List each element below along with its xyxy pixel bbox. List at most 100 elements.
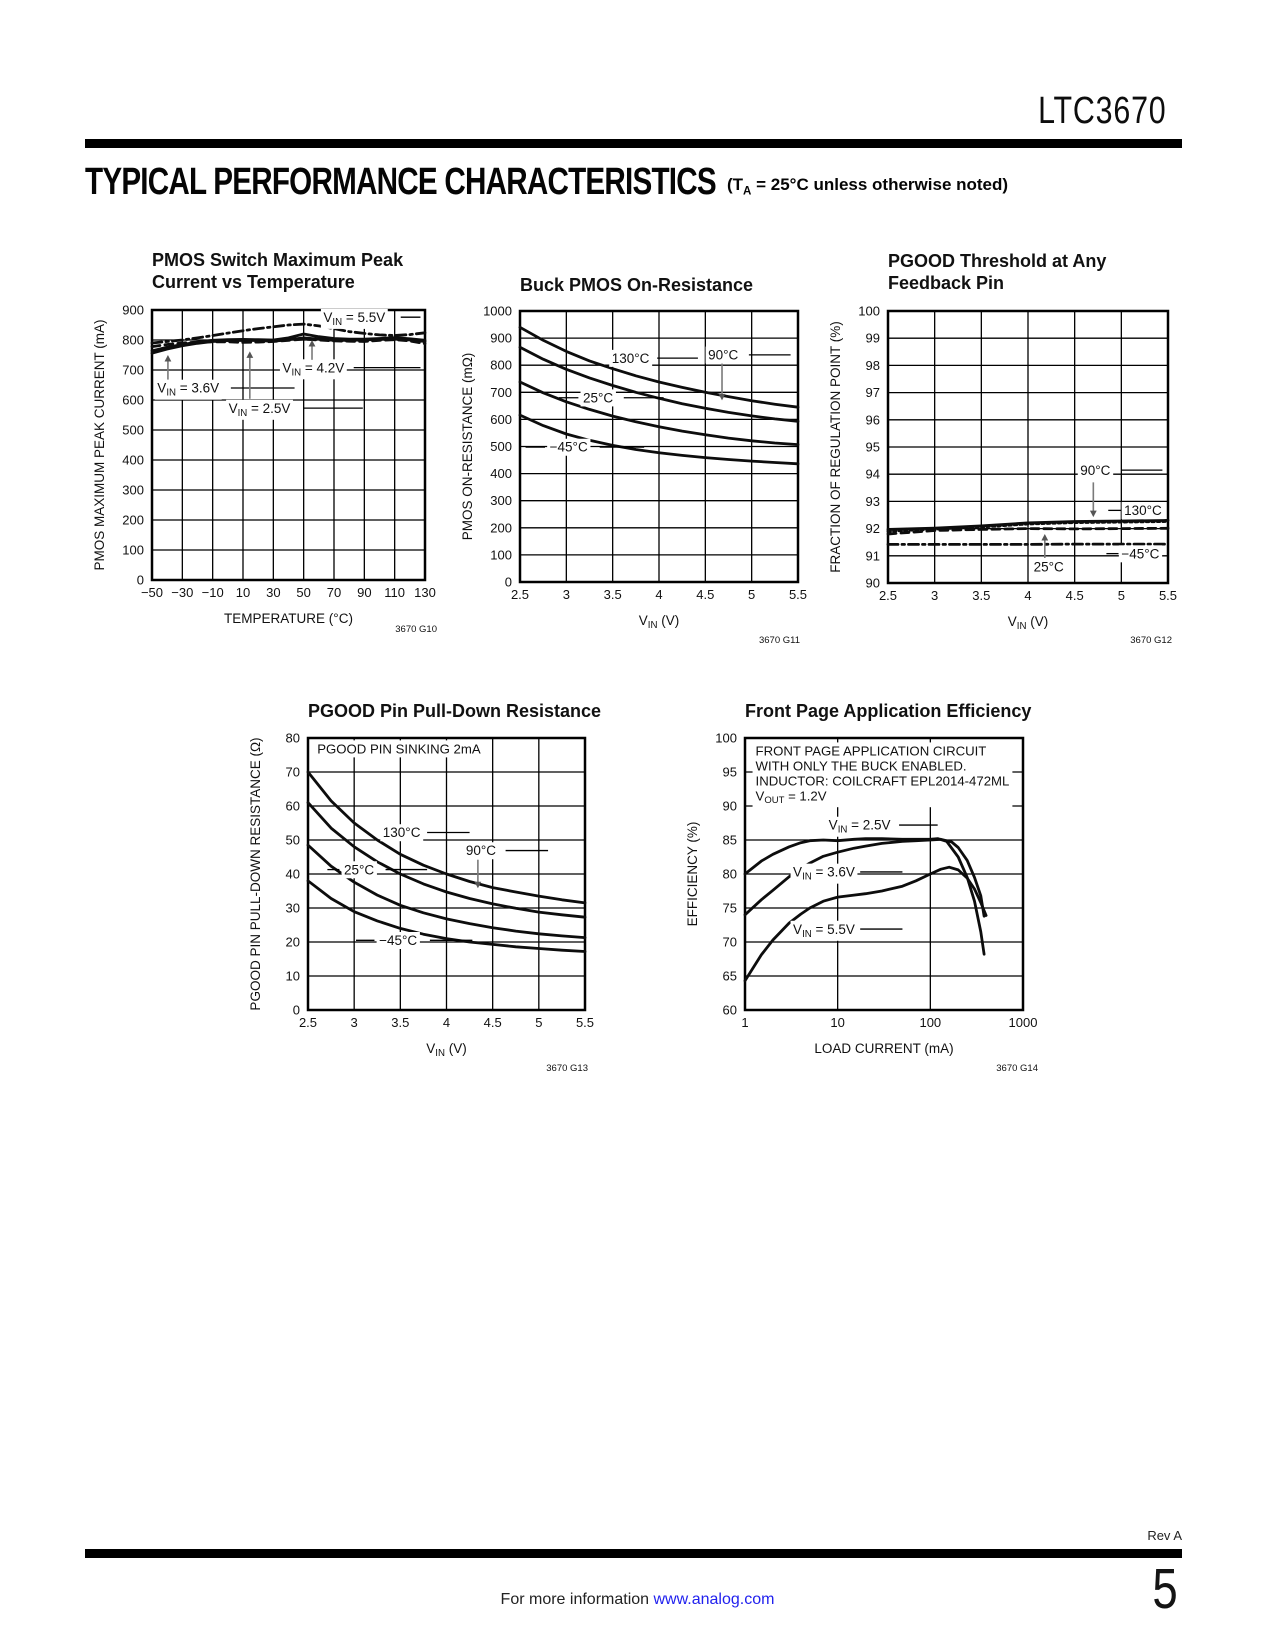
- svg-text:600: 600: [122, 393, 144, 408]
- svg-text:80: 80: [286, 731, 300, 746]
- svg-text:25°C: 25°C: [1034, 559, 1064, 574]
- chart-pgood-pulldown-resistance: PGOOD PIN SINKING 2mA 130°C 90°C 25°C −45°C 2…: [248, 701, 601, 1074]
- svg-text:4: 4: [655, 587, 662, 602]
- svg-text:70: 70: [327, 585, 341, 600]
- svg-text:4: 4: [1024, 588, 1031, 603]
- svg-text:VIN = 2.5V: VIN = 2.5V: [229, 401, 291, 419]
- svg-text:VIN = 4.2V: VIN = 4.2V: [282, 360, 344, 378]
- svg-text:2.5: 2.5: [879, 588, 897, 603]
- footer-info-text: For more information: [500, 1591, 654, 1608]
- svg-text:100: 100: [919, 1015, 941, 1030]
- svg-text:PGOOD Threshold at Any: PGOOD Threshold at Any: [888, 251, 1106, 271]
- svg-text:92: 92: [866, 521, 880, 536]
- svg-text:−45°C: −45°C: [550, 440, 588, 455]
- svg-text:VOUT = 1.2V: VOUT = 1.2V: [756, 788, 827, 806]
- svg-text:3.5: 3.5: [391, 1015, 409, 1030]
- svg-text:130: 130: [414, 585, 436, 600]
- footer-link[interactable]: www.analog.com: [653, 1591, 775, 1608]
- svg-text:800: 800: [122, 333, 144, 348]
- svg-text:100: 100: [122, 543, 144, 558]
- svg-text:WITH ONLY THE BUCK ENABLED.: WITH ONLY THE BUCK ENABLED.: [756, 758, 967, 773]
- svg-text:3670 G13: 3670 G13: [546, 1063, 588, 1074]
- svg-text:LOAD CURRENT (mA): LOAD CURRENT (mA): [814, 1041, 953, 1056]
- svg-text:50: 50: [296, 585, 310, 600]
- svg-text:30: 30: [286, 901, 300, 916]
- svg-text:2.5: 2.5: [299, 1015, 317, 1030]
- svg-text:PMOS Switch Maximum Peak: PMOS Switch Maximum Peak: [152, 250, 404, 270]
- svg-text:500: 500: [490, 439, 512, 454]
- svg-text:200: 200: [490, 520, 512, 535]
- svg-text:3670 G11: 3670 G11: [759, 635, 800, 646]
- footer-rule: [85, 1549, 1182, 1558]
- svg-text:100: 100: [490, 547, 512, 562]
- svg-text:85: 85: [723, 833, 737, 848]
- svg-text:700: 700: [122, 363, 144, 378]
- svg-text:600: 600: [490, 412, 512, 427]
- svg-text:700: 700: [490, 385, 512, 400]
- svg-text:PGOOD PIN SINKING 2mA: PGOOD PIN SINKING 2mA: [317, 741, 481, 756]
- svg-text:3670 G10: 3670 G10: [395, 624, 437, 635]
- svg-text:900: 900: [122, 303, 144, 318]
- svg-text:5.5: 5.5: [576, 1015, 594, 1030]
- svg-text:3670 G12: 3670 G12: [1130, 635, 1172, 646]
- svg-text:110: 110: [384, 585, 405, 600]
- svg-text:95: 95: [723, 765, 737, 780]
- svg-text:10: 10: [236, 585, 250, 600]
- svg-text:3: 3: [563, 587, 570, 602]
- svg-text:5.5: 5.5: [789, 587, 807, 602]
- svg-text:91: 91: [866, 548, 880, 563]
- svg-text:20: 20: [286, 935, 300, 950]
- svg-text:70: 70: [723, 935, 737, 950]
- svg-text:96: 96: [866, 412, 880, 427]
- svg-text:4.5: 4.5: [696, 587, 714, 602]
- svg-text:130°C: 130°C: [383, 825, 421, 840]
- svg-text:VIN (V): VIN (V): [426, 1041, 466, 1059]
- svg-text:3: 3: [931, 588, 938, 603]
- svg-text:−30: −30: [171, 585, 193, 600]
- svg-text:PMOS ON-RESISTANCE (mΩ): PMOS ON-RESISTANCE (mΩ): [460, 353, 475, 541]
- svg-text:3670 G14: 3670 G14: [996, 1063, 1038, 1074]
- svg-text:65: 65: [723, 969, 737, 984]
- svg-text:90: 90: [866, 576, 880, 591]
- svg-text:40: 40: [286, 867, 300, 882]
- svg-text:93: 93: [866, 494, 880, 509]
- svg-text:−45°C: −45°C: [1121, 546, 1159, 561]
- svg-text:PMOS MAXIMUM PEAK CURRENT (mA): PMOS MAXIMUM PEAK CURRENT (mA): [92, 319, 107, 570]
- svg-text:60: 60: [723, 1003, 737, 1018]
- svg-text:200: 200: [122, 513, 144, 528]
- svg-text:−50: −50: [141, 585, 163, 600]
- svg-text:95: 95: [866, 440, 880, 455]
- svg-text:INDUCTOR: COILCRAFT EPL2014-47: INDUCTOR: COILCRAFT EPL2014-472ML: [756, 773, 1010, 788]
- svg-text:4.5: 4.5: [484, 1015, 502, 1030]
- svg-text:130°C: 130°C: [1124, 503, 1162, 518]
- svg-text:10: 10: [830, 1015, 844, 1030]
- svg-text:VIN = 5.5V: VIN = 5.5V: [793, 922, 855, 940]
- svg-text:VIN = 2.5V: VIN = 2.5V: [829, 818, 891, 836]
- section-note: (TA = 25°C unless otherwise noted): [727, 175, 1009, 198]
- chart-pgood-threshold: 90°C 130°C 25°C −45°C 2.5 3 3.5 4 4.5 5 5.5 90 91 92 9…: [828, 251, 1177, 646]
- svg-text:PGOOD Pin Pull-Down Resistance: PGOOD Pin Pull-Down Resistance: [308, 701, 601, 721]
- page-number: 5: [1152, 1557, 1178, 1621]
- svg-text:FRACTION OF REGULATION POINT (: FRACTION OF REGULATION POINT (%): [828, 321, 843, 573]
- svg-text:Front Page Application Efficie: Front Page Application Efficiency: [745, 701, 1031, 721]
- svg-text:VIN (V): VIN (V): [639, 613, 679, 631]
- svg-text:90: 90: [357, 585, 371, 600]
- svg-text:800: 800: [490, 358, 512, 373]
- svg-text:10: 10: [286, 969, 300, 984]
- svg-text:0: 0: [137, 573, 144, 588]
- svg-text:1000: 1000: [1009, 1015, 1038, 1030]
- svg-text:−10: −10: [202, 585, 224, 600]
- header-rule: [85, 139, 1182, 148]
- svg-text:99: 99: [866, 331, 880, 346]
- svg-text:5: 5: [1118, 588, 1125, 603]
- svg-text:4: 4: [443, 1015, 450, 1030]
- chart-pmos-peak-current-vs-temperature: VIN = 5.5V VIN = 4.2V VIN = 3.6V VIN = 2.5V…: [92, 250, 437, 635]
- svg-text:Feedback Pin: Feedback Pin: [888, 273, 1004, 293]
- svg-text:300: 300: [122, 483, 144, 498]
- svg-text:VIN = 5.5V: VIN = 5.5V: [323, 310, 385, 328]
- svg-text:0: 0: [505, 575, 512, 590]
- svg-text:400: 400: [122, 453, 144, 468]
- rev-label: Rev A: [1147, 1528, 1182, 1543]
- svg-text:3.5: 3.5: [604, 587, 622, 602]
